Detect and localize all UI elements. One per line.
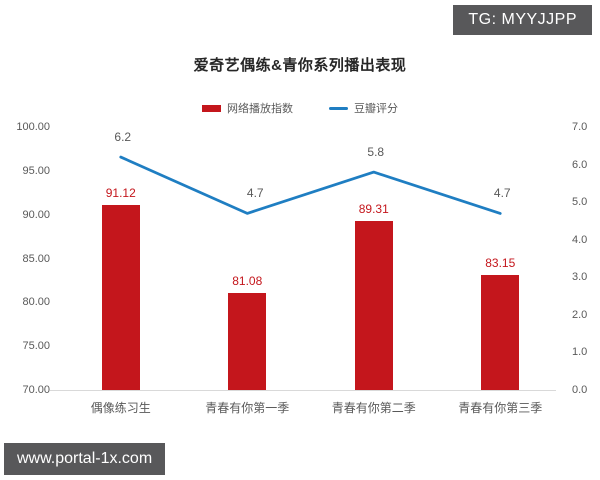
x-axis-label: 青春有你第二季 [331,401,416,415]
bar-value-label: 91.12 [105,185,136,200]
y-axis-tick-right: 6.0 [572,158,588,171]
x-axis-line [50,390,556,391]
legend: 网络播放指数 豆瓣评分 [0,100,600,116]
y-axis-tick-right: 5.0 [572,196,588,209]
y-axis-tick-left: 85.00 [22,252,50,265]
x-axis-label: 青春有你第三季 [458,401,543,415]
bar-0 [101,204,140,390]
x-axis-label: 青春有你第一季 [205,401,290,415]
y-axis-tick-left: 95.00 [22,164,50,177]
chart-title: 爱奇艺偶练&青你系列播出表现 [193,57,407,74]
legend-item-play-index: 网络播放指数 [202,100,293,116]
y-axis-tick-left: 90.00 [22,208,50,221]
y-axis-tick-left: 75.00 [22,340,50,353]
legend-item-douban-score: 豆瓣评分 [329,100,398,116]
bar-value-label: 81.08 [232,273,263,288]
legend-line-label: 豆瓣评分 [354,103,398,115]
legend-bar-label: 网络播放指数 [227,103,293,115]
y-axis-tick-left: 100.00 [16,121,50,133]
y-axis-tick-right: 3.0 [572,271,588,284]
y-axis-tick-right: 7.0 [572,121,588,133]
bar-1 [228,292,267,390]
line-value-label: 4.7 [246,186,264,201]
watermark-website-badge: www.portal-1x.com [4,443,166,475]
line-value-label: 5.8 [367,145,385,160]
line-value-label: 4.7 [493,186,511,201]
y-axis-tick-right: 1.0 [572,346,588,359]
y-axis-tick-right: 0.0 [572,384,588,396]
y-axis-tick-left: 80.00 [22,296,50,309]
legend-line-swatch-icon [329,106,348,110]
y-axis-tick-right: 4.0 [572,233,588,246]
line-value-label: 6.2 [114,130,132,145]
line-path [119,155,502,215]
bar-value-label: 89.31 [358,201,389,216]
bar-value-label: 83.15 [485,255,516,270]
y-axis-tick-right: 2.0 [572,308,588,321]
legend-bar-swatch-icon [202,104,221,112]
watermark-telegram-badge: TG: MYYJJPP [453,5,592,35]
bar-3 [481,274,520,390]
x-axis-label: 偶像练习生 [90,401,151,415]
bar-2 [354,220,393,390]
y-axis-tick-left: 70.00 [22,384,50,396]
